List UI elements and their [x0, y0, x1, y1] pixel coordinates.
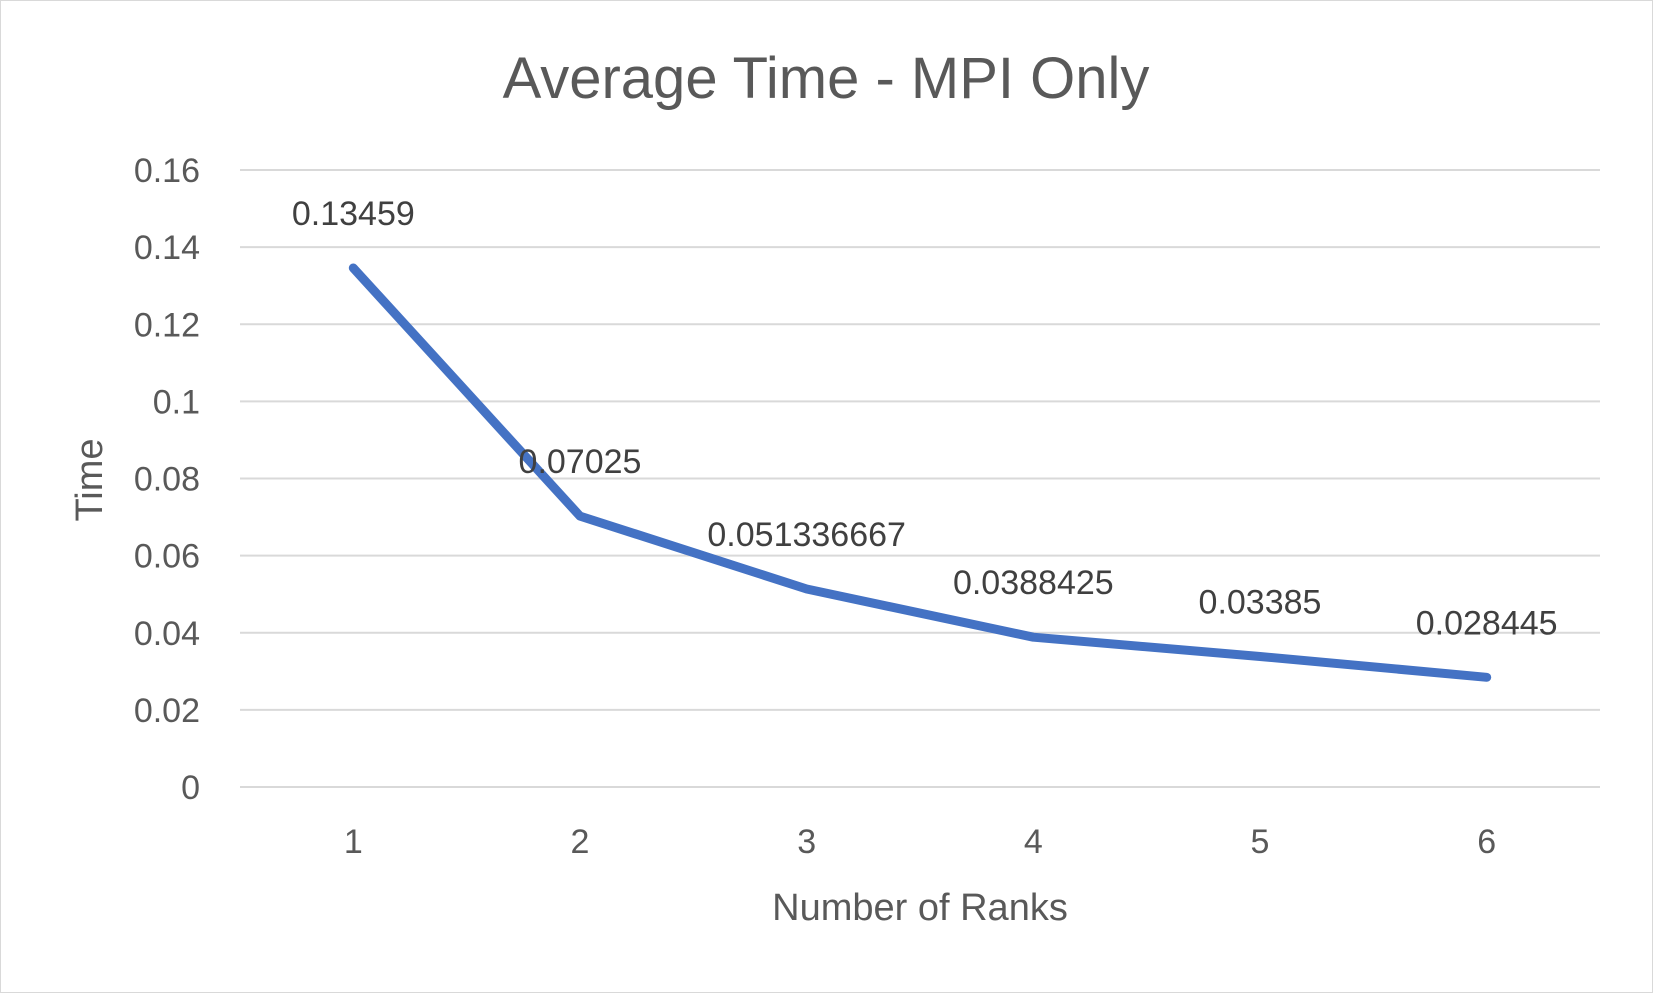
data-label: 0.051336667	[707, 516, 906, 554]
data-label: 0.0388425	[953, 564, 1114, 602]
chart-title: Average Time - MPI Only	[503, 46, 1150, 111]
y-tick-label: 0.02	[134, 692, 200, 730]
gridlines	[240, 169, 1600, 788]
data-labels: 0.13459 0.07025 0.051336667 0.0388425 0.0338…	[292, 195, 1558, 642]
y-tick-label: 0.16	[134, 152, 200, 190]
x-tick-label: 2	[571, 823, 590, 861]
y-tick-label: 0.08	[134, 461, 200, 499]
y-tick-label: 0.1	[153, 383, 200, 421]
x-tick-label: 5	[1251, 823, 1270, 861]
data-label: 0.13459	[292, 195, 415, 233]
series-lines	[348, 263, 1492, 682]
y-tick-label: 0.12	[134, 306, 200, 344]
series-line	[348, 263, 1492, 682]
data-label: 0.03385	[1199, 583, 1322, 621]
x-axis-tick-labels: 1 2 3 4 5 6	[344, 823, 1496, 861]
y-axis-tick-labels: 0 0.02 0.04 0.06 0.08 0.1 0.12 0.14 0.16	[134, 152, 200, 807]
data-label: 0.07025	[519, 443, 642, 481]
x-tick-label: 4	[1024, 823, 1043, 861]
y-tick-label: 0.14	[134, 229, 200, 267]
x-axis-title: Number of Ranks	[772, 887, 1068, 929]
x-tick-label: 1	[344, 823, 363, 861]
y-tick-label: 0.06	[134, 538, 200, 576]
x-tick-label: 6	[1477, 823, 1496, 861]
x-tick-label: 3	[797, 823, 816, 861]
y-axis-title: Time	[69, 438, 111, 521]
y-tick-label: 0	[181, 769, 200, 807]
y-tick-label: 0.04	[134, 615, 200, 653]
data-label: 0.028445	[1416, 604, 1558, 642]
